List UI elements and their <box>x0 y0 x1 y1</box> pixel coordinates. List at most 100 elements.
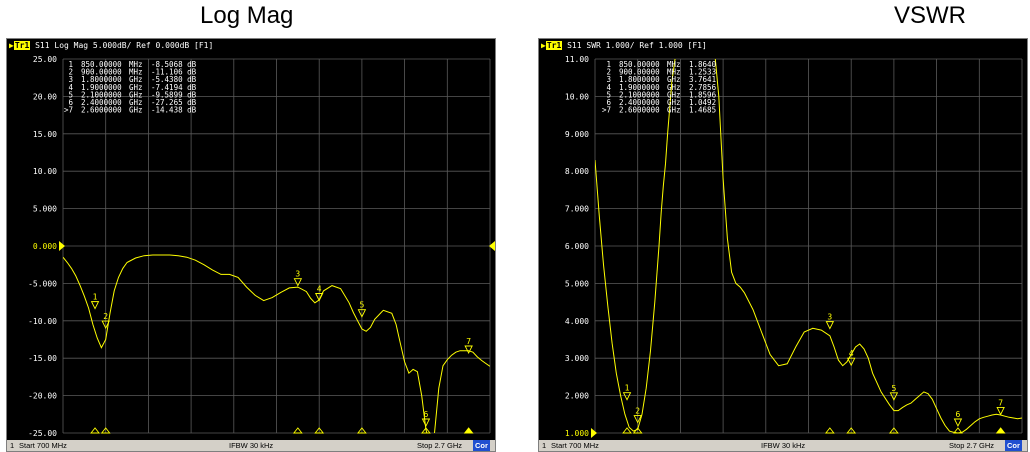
marker-stimulus-icon <box>632 427 643 434</box>
marker-table-frequency: 1.8000000 <box>81 75 122 84</box>
marker-label: 1 <box>93 293 98 302</box>
marker-table-frequency: 1.9000000 <box>619 83 660 92</box>
marker-table-unit: MHz <box>667 60 681 69</box>
channel-number: 1 <box>542 441 547 450</box>
marker-table-unit: MHz <box>129 68 143 77</box>
marker-label: 5 <box>359 301 364 310</box>
marker-triangle-icon <box>996 407 1005 416</box>
marker-table-unit: GHz <box>129 75 143 84</box>
start-frequency[interactable]: Start 700 MHz <box>19 441 67 450</box>
y-tick-label: 10.00 <box>33 167 57 176</box>
marker-label: 5 <box>891 384 896 393</box>
marker-table-frequency: 2.4000000 <box>81 98 122 107</box>
marker-triangle-icon <box>293 278 303 287</box>
marker-table-value: -14.438 dB <box>151 106 197 115</box>
marker-table-value: -8.5068 dB <box>151 60 197 69</box>
y-tick-label: 5.000 <box>33 205 57 214</box>
trace-header: ▶Tr1 S11 Log Mag 5.000dB/ Ref 0.000dB [F… <box>7 39 495 52</box>
marker-table-unit: GHz <box>667 98 681 107</box>
marker-table-number: 3 <box>606 75 611 84</box>
marker-label: 6 <box>956 410 961 419</box>
y-tick-label: 3.000 <box>565 354 589 363</box>
marker-table-frequency: 2.1000000 <box>81 90 122 99</box>
marker-table-number: 4 <box>68 83 73 92</box>
marker-table-unit: GHz <box>667 83 681 92</box>
trace-line <box>63 254 490 433</box>
marker-stimulus-icon <box>995 427 1006 434</box>
marker-table-value: 1.2533 <box>689 68 716 77</box>
y-tick-label: -20.00 <box>28 392 57 401</box>
right-chart-title: VSWR <box>894 2 966 29</box>
y-tick-label: 10.00 <box>565 92 589 101</box>
marker-stimulus-icon <box>622 427 632 434</box>
marker-table-number: 5 <box>68 90 73 99</box>
marker-table-frequency: 1.8000000 <box>619 75 660 84</box>
marker-label: 4 <box>849 349 854 358</box>
trace-tag[interactable]: Tr1 <box>13 41 31 50</box>
y-tick-label: 8.000 <box>565 167 589 176</box>
y-tick-label: 2.000 <box>565 392 589 401</box>
y-tick-label: 9.000 <box>565 130 589 139</box>
marker-stimulus-icon <box>953 427 963 434</box>
marker-stimulus-icon <box>100 427 111 434</box>
marker-label: 4 <box>317 284 322 293</box>
channel-number: 1 <box>10 441 15 450</box>
marker-triangle-icon <box>889 392 899 401</box>
ifbw-setting[interactable]: IFBW 30 kHz <box>761 441 806 450</box>
marker-triangle-icon <box>953 418 963 428</box>
correction-badge: Cor <box>1005 440 1022 451</box>
marker-stimulus-icon <box>90 427 100 434</box>
stop-frequency[interactable]: Stop 2.7 GHz <box>417 441 463 450</box>
marker-label: 7 <box>466 337 471 346</box>
marker-table-value: -7.4194 dB <box>151 83 197 92</box>
marker-table-number: 2 <box>606 68 611 77</box>
active-trace-arrow-icon: ▶ <box>9 41 14 50</box>
y-tick-label: 11.00 <box>565 55 589 64</box>
marker-table-value: -27.265 dB <box>151 98 197 107</box>
y-tick-label: 0.000 <box>33 242 57 251</box>
marker-table-unit: MHz <box>667 68 681 77</box>
y-tick-label: -15.00 <box>28 354 57 363</box>
ifbw-setting[interactable]: IFBW 30 kHz <box>229 441 274 450</box>
marker-stimulus-icon <box>888 427 899 434</box>
marker-table-value: 2.7856 <box>689 83 717 92</box>
y-tick-label: 5.000 <box>565 279 589 288</box>
marker-label: 3 <box>295 270 300 279</box>
marker-table-frequency: 2.1000000 <box>619 90 660 99</box>
marker-label: 3 <box>827 313 832 322</box>
marker-table-number: 2 <box>68 68 73 77</box>
log-mag-chart-panel: ▶Tr1 S11 Log Mag 5.000dB/ Ref 0.000dB [F… <box>6 38 496 452</box>
marker-table-unit: GHz <box>129 83 143 92</box>
y-tick-label: 15.00 <box>33 130 57 139</box>
status-bar: 1 Start 700 MHz IFBW 30 kHz Stop 2.7 GHz… <box>539 440 1027 451</box>
marker-stimulus-icon <box>846 427 857 434</box>
reference-level-arrow-icon <box>59 241 65 251</box>
active-trace-arrow-icon: ▶ <box>541 41 546 50</box>
marker-table-value: -11.106 dB <box>151 68 197 77</box>
stop-frequency[interactable]: Stop 2.7 GHz <box>949 441 995 450</box>
marker-triangle-icon <box>314 293 324 302</box>
marker-triangle-icon <box>421 418 431 428</box>
marker-table-number: 6 <box>606 98 611 107</box>
marker-table-frequency: 900.00000 <box>81 68 122 77</box>
marker-label: 1 <box>625 384 630 393</box>
marker-table-number: 1 <box>606 60 611 69</box>
status-bar: 1 Start 700 MHz IFBW 30 kHz Stop 2.7 GHz… <box>7 440 495 451</box>
marker-table-frequency: 900.00000 <box>619 68 660 77</box>
y-tick-label: -25.00 <box>28 429 57 438</box>
marker-triangle-icon <box>622 392 632 401</box>
marker-table-unit: GHz <box>667 90 681 99</box>
y-tick-label: 6.000 <box>565 242 589 251</box>
log-mag-plot: 25.00 20.00 15.00 10.00 5.000 0.000 -5.000 -10.… <box>28 55 495 438</box>
marker-label: 7 <box>998 398 1003 407</box>
start-frequency[interactable]: Start 700 MHz <box>551 441 599 450</box>
marker-table-value: 1.8640 <box>689 60 717 69</box>
marker-triangle-icon <box>464 345 473 355</box>
trace-tag[interactable]: Tr1 <box>545 41 563 50</box>
marker-table-value: 1.8596 <box>689 90 717 99</box>
marker-stimulus-icon <box>292 427 303 434</box>
reference-level-arrow-icon <box>489 241 495 251</box>
marker-label: 2 <box>635 407 640 416</box>
marker-label: 2 <box>103 312 108 321</box>
marker-triangle-icon <box>101 320 110 330</box>
